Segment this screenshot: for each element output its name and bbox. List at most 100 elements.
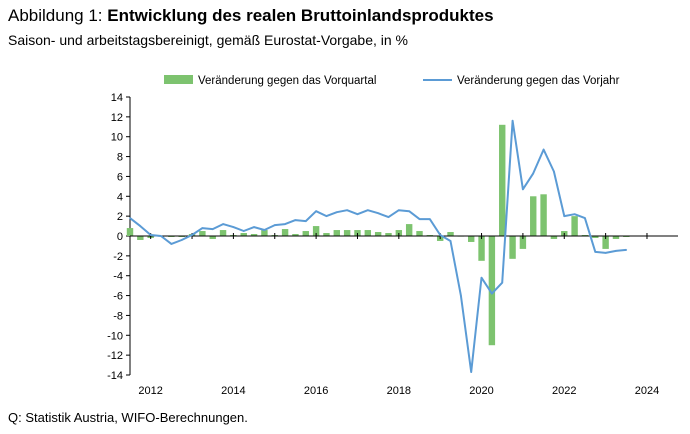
bar	[385, 233, 392, 236]
y-tick-label: -2	[113, 251, 123, 263]
chart-title: Abbildung 1: Entwicklung des realen Brut…	[8, 6, 494, 26]
plot-area: 14 12 10 8 6 4 2 0 -2 -4 -6 -8 -10 -12 -14 2012 2014 2016…	[107, 92, 678, 397]
line-point	[418, 218, 421, 220]
bar	[592, 236, 599, 238]
line-point	[356, 213, 359, 215]
bar	[519, 236, 527, 249]
line-point	[160, 235, 162, 237]
line-point	[408, 210, 410, 212]
line-point	[335, 211, 338, 213]
line-point	[387, 216, 390, 218]
bar	[488, 236, 496, 346]
line-point	[232, 226, 235, 228]
bar	[240, 233, 247, 236]
line-point	[284, 223, 286, 225]
x-tick-label: 2014	[221, 385, 245, 397]
line-point	[139, 225, 142, 227]
legend-swatch-bar	[164, 75, 193, 84]
line-point	[615, 250, 617, 252]
line-point	[532, 172, 535, 175]
line-point	[522, 188, 524, 191]
bar	[323, 233, 330, 236]
bar	[571, 216, 578, 236]
line-point	[263, 229, 266, 231]
bar	[343, 230, 351, 236]
line-point	[180, 239, 183, 241]
bar	[416, 231, 423, 236]
bar	[261, 230, 268, 236]
bar	[447, 232, 454, 236]
line-point	[191, 234, 193, 236]
y-tick-label: 8	[117, 152, 123, 164]
line-point	[460, 294, 462, 297]
chart-title-main: Entwicklung des realen Bruttoinlandsprod…	[107, 6, 494, 25]
line-point	[377, 212, 379, 214]
x-tick-label: 2016	[304, 385, 328, 397]
y-tick-label: 12	[111, 112, 123, 124]
line-point	[315, 210, 317, 212]
y-tick-label: -14	[107, 370, 123, 382]
bar	[333, 230, 340, 236]
line-point	[129, 217, 131, 219]
source-note: Q: Statistik Austria, WIFO-Berechnungen.	[8, 410, 248, 425]
line-point	[563, 215, 566, 217]
line-point	[449, 240, 452, 242]
bar	[219, 230, 227, 236]
line-point	[491, 292, 493, 295]
line-series	[129, 119, 627, 373]
bar	[281, 229, 289, 236]
line-point	[201, 227, 204, 229]
chart-subtitle: Saison- und arbeitstagsbereinigt, gemäß …	[8, 32, 409, 48]
bar	[550, 236, 558, 239]
y-tick-label: -6	[113, 291, 123, 303]
bar	[509, 236, 516, 259]
line-point	[625, 249, 628, 251]
y-tick-label: -12	[107, 350, 123, 362]
bar	[364, 230, 372, 236]
bar	[250, 234, 258, 236]
x-tick-label: 2020	[469, 385, 493, 397]
y-tick-label: -10	[107, 330, 123, 342]
line-point	[149, 234, 152, 236]
line-point	[429, 218, 431, 220]
line-point	[304, 220, 307, 222]
legend-label-line: Veränderung gegen das Vorjahr	[457, 75, 620, 87]
y-tick-label: -4	[113, 271, 123, 283]
legend-label-bar: Veränderung gegen das Vorquartal	[198, 75, 376, 87]
line-point	[170, 243, 173, 245]
bar	[312, 226, 320, 236]
bar	[374, 232, 382, 236]
bar	[478, 236, 485, 261]
line-point	[604, 252, 607, 254]
line-point	[253, 226, 255, 228]
chart-legend: Veränderung gegen das Vorquartal Verände…	[164, 75, 620, 87]
y-tick-label: 10	[111, 132, 123, 144]
x-tick-label: 2024	[635, 385, 659, 397]
line-point	[211, 228, 214, 230]
bar	[530, 196, 537, 236]
line-point	[594, 251, 597, 253]
line-point	[553, 170, 555, 173]
line-point	[511, 120, 514, 122]
bar	[302, 231, 309, 236]
line-point	[501, 281, 504, 284]
bar	[137, 236, 144, 240]
line-point	[584, 217, 586, 219]
y-tick-label: 2	[117, 211, 123, 223]
x-tick-label: 2018	[387, 385, 411, 397]
y-tick-label: 14	[111, 92, 123, 104]
bar	[292, 234, 299, 236]
x-tick-label: 2012	[138, 385, 162, 397]
line-point	[367, 209, 369, 211]
line-point	[242, 230, 245, 232]
line-point	[480, 276, 483, 279]
line-point	[325, 215, 328, 217]
bar	[612, 236, 620, 239]
bar	[405, 224, 413, 236]
line-point	[273, 224, 276, 226]
line-point	[398, 209, 400, 211]
bar	[209, 236, 216, 239]
line-point	[222, 223, 224, 225]
x-tick-label: 2022	[552, 385, 576, 397]
